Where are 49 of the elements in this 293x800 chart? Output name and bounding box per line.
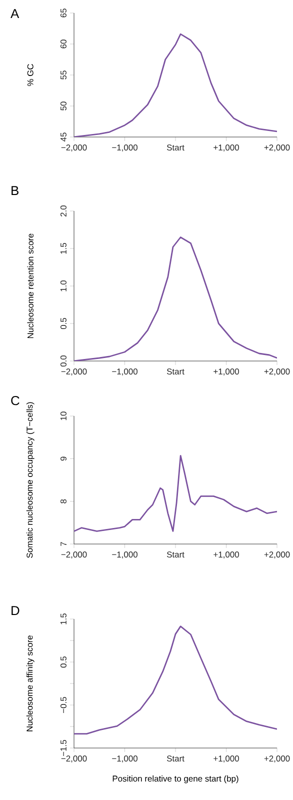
- y-tick-label: 8: [60, 499, 66, 504]
- y-tick-label: 0.5: [60, 318, 66, 330]
- x-tick-label: +2,000: [264, 552, 290, 559]
- x-tick-label: +1,000: [214, 368, 239, 376]
- y-axis-title: Nucleosome retention score: [27, 234, 34, 338]
- y-tick-label: 7: [60, 542, 66, 546]
- x-tick-label: +1,000: [214, 144, 239, 152]
- x-tick-label: +2,000: [264, 144, 290, 152]
- chart-title: D: [12, 606, 20, 616]
- y-tick-label: 0.0: [60, 355, 66, 367]
- x-tick-label: +2,000: [264, 756, 290, 763]
- y-tick-label: 45: [60, 132, 66, 142]
- x-tick-label: −2,000: [61, 368, 87, 376]
- y-tick-label: 55: [60, 70, 66, 80]
- x-tick-label: −1,000: [112, 552, 138, 559]
- x-tick-label: −2,000: [61, 552, 87, 559]
- y-tick-label: 0.5: [60, 656, 66, 668]
- y-tick-label: −0.5: [60, 697, 66, 713]
- line-series: [74, 626, 277, 735]
- line-series: [74, 454, 277, 532]
- y-axis-title: % GC: [27, 64, 34, 86]
- y-tick-label: 50: [60, 102, 66, 110]
- chart-title: C: [11, 396, 20, 406]
- y-tick-label: −1.5: [60, 740, 66, 756]
- y-tick-label: 65: [60, 8, 66, 18]
- y-axis-title: Somatic nucleosome occupancy (T−cells): [26, 402, 34, 558]
- x-tick-label: +2,000: [264, 368, 290, 376]
- x-tick-label: Start: [166, 368, 184, 375]
- y-tick-label: 9: [60, 456, 66, 461]
- y-tick-label: 1.5: [60, 242, 66, 254]
- x-tick-label: −1,000: [112, 756, 138, 763]
- x-tick-label: −2,000: [61, 756, 87, 763]
- y-tick-label: 2.0: [60, 205, 66, 216]
- chart-title: A: [10, 9, 20, 18]
- x-tick-label: −2,000: [61, 144, 87, 152]
- chart-title: B: [12, 186, 18, 196]
- y-tick-label: 60: [60, 40, 66, 48]
- x-tick-label: Start: [166, 144, 184, 151]
- y-axis-title: Nucleosome affinity score: [26, 636, 34, 732]
- x-tick-label: Start: [166, 552, 184, 558]
- x-tick-label: +1,000: [214, 552, 239, 559]
- x-tick-label: −1,000: [112, 144, 138, 152]
- x-axis-title: Position relative to gene start (bp): [112, 775, 238, 784]
- y-tick-label: 1.0: [60, 280, 66, 292]
- y-tick-label: 1.5: [60, 613, 66, 624]
- y-tick-label: 10: [60, 412, 66, 420]
- x-tick-label: −1,000: [112, 368, 138, 376]
- x-tick-label: +1,000: [214, 756, 239, 763]
- x-tick-label: Start: [166, 756, 184, 762]
